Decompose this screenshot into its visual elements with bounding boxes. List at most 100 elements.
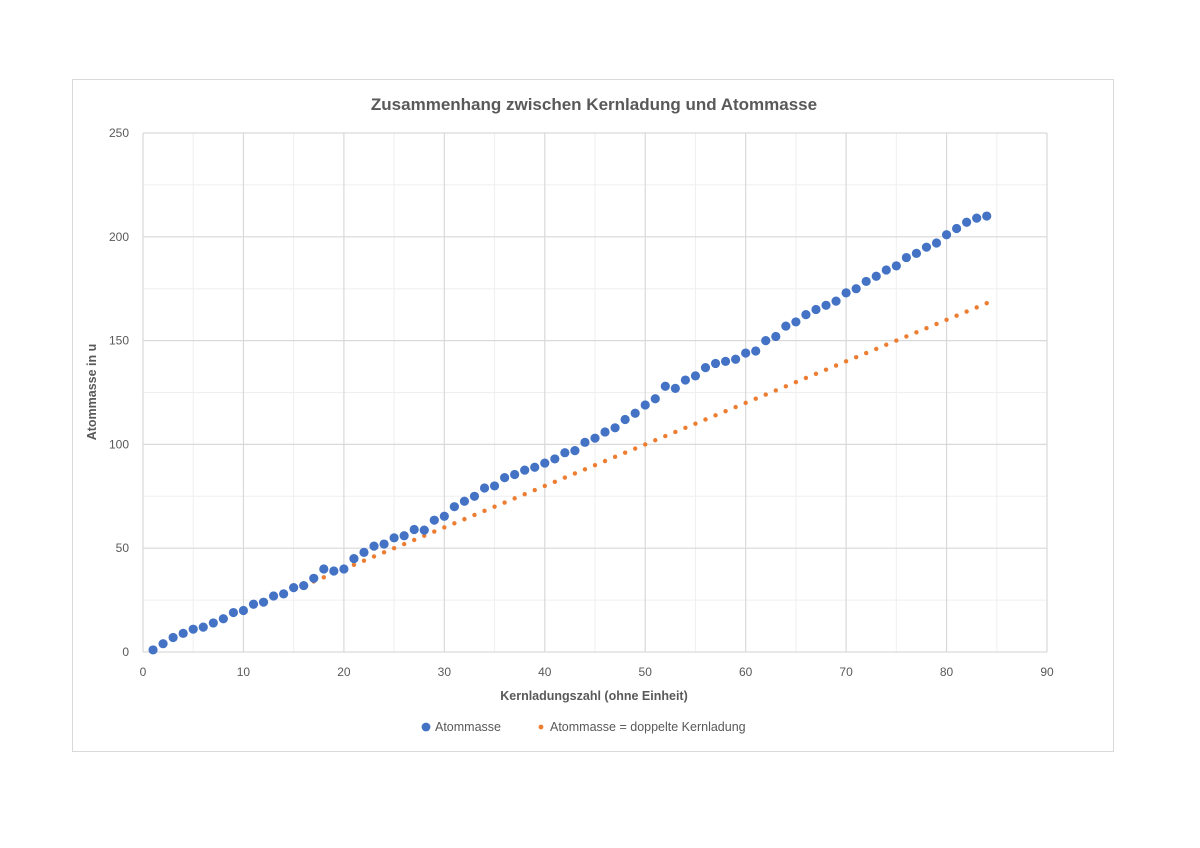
axes: 0 10 20 30 40 50 60 70 80 90 0 50 100 150 200 250 (109, 126, 1054, 679)
data-point (339, 564, 349, 574)
data-point (650, 394, 660, 404)
data-point (720, 356, 731, 366)
data-point (279, 589, 289, 599)
data-point (713, 413, 718, 418)
data-point (580, 437, 590, 447)
data-point (622, 450, 628, 455)
data-point (452, 521, 457, 526)
data-point (660, 381, 670, 391)
data-point (833, 363, 839, 368)
data-point (984, 301, 989, 306)
x-tick-label: 50 (639, 665, 653, 679)
x-tick-label: 20 (337, 665, 351, 679)
data-point (901, 252, 911, 263)
chart-area: Zusammenhang zwischen Kernladung und Ato… (72, 79, 1114, 752)
data-point (500, 473, 510, 483)
legend-label: Atommasse = doppelte Kernladung (550, 720, 746, 734)
data-point (552, 479, 558, 484)
data-series (148, 211, 992, 655)
x-tick-label: 60 (739, 665, 753, 679)
data-point (442, 525, 447, 530)
data-point (520, 465, 530, 475)
data-point (982, 211, 992, 221)
data-point (369, 541, 379, 551)
y-tick-label: 0 (122, 645, 129, 659)
data-point (590, 433, 600, 443)
data-point (178, 628, 188, 638)
y-tick-label: 100 (109, 437, 129, 451)
data-point (432, 529, 437, 534)
data-point (811, 304, 821, 315)
data-point (821, 300, 831, 310)
data-point (904, 334, 909, 339)
data-point (258, 597, 269, 607)
data-point (723, 408, 728, 414)
data-point (560, 448, 570, 458)
data-point (409, 524, 419, 535)
data-point (954, 313, 959, 318)
data-point (391, 546, 397, 551)
data-point (781, 321, 791, 331)
x-tick-label: 10 (237, 665, 251, 679)
data-point (462, 516, 467, 522)
legend: Atommasse Atommasse = doppelte Kernladung (421, 720, 746, 734)
data-point (843, 359, 849, 364)
data-point (309, 573, 319, 583)
data-point (469, 491, 480, 501)
data-point (582, 467, 588, 472)
data-point (934, 321, 939, 327)
data-point (502, 500, 507, 505)
data-point (542, 483, 547, 489)
data-point (673, 429, 678, 435)
data-point (218, 614, 228, 624)
data-point (401, 541, 407, 547)
data-point (731, 354, 741, 364)
data-point (412, 537, 417, 543)
data-point (791, 317, 801, 327)
data-point (753, 396, 758, 401)
data-point (841, 288, 851, 298)
data-point (289, 583, 299, 593)
data-point (894, 338, 899, 343)
data-point (683, 425, 688, 430)
data-point (489, 481, 500, 491)
data-point (853, 355, 859, 360)
y-tick-label: 50 (116, 541, 130, 555)
data-point (570, 446, 580, 456)
data-point (813, 371, 819, 377)
legend-item: Atommasse (421, 720, 501, 734)
data-point (522, 492, 527, 497)
data-point (653, 438, 658, 443)
data-point (550, 454, 560, 464)
data-point (743, 400, 748, 406)
data-point (472, 512, 477, 518)
data-point (168, 632, 178, 643)
data-point (884, 342, 889, 347)
x-tick-label: 70 (839, 665, 853, 679)
data-point (349, 553, 359, 564)
data-point (941, 230, 952, 240)
data-point (680, 375, 691, 385)
y-tick-label: 200 (109, 230, 129, 244)
data-point (693, 421, 698, 426)
data-point (763, 392, 768, 397)
data-point (761, 336, 771, 346)
data-point (874, 346, 879, 352)
data-point (793, 379, 799, 385)
data-point (492, 504, 497, 509)
x-tick-label: 90 (1040, 665, 1054, 679)
data-point (510, 469, 520, 480)
x-tick-label: 30 (438, 665, 452, 679)
data-point (439, 511, 449, 521)
data-point (361, 558, 367, 563)
data-point (351, 562, 357, 568)
data-point (459, 496, 470, 506)
data-point (773, 388, 778, 393)
x-tick-label: 0 (140, 665, 147, 679)
legend-label: Atommasse (435, 720, 501, 734)
x-axis-title: Kernladungszahl (ohne Einheit) (500, 689, 688, 703)
legend-item: Atommasse = doppelte Kernladung (538, 720, 746, 734)
y-axis-title: Atommasse in u (85, 344, 99, 441)
data-point (803, 375, 809, 381)
data-point (663, 433, 668, 439)
